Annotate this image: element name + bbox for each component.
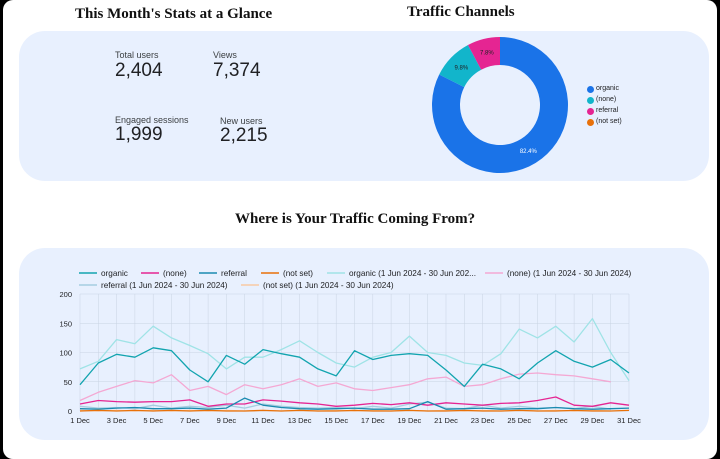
y-tick-label-200: 200 xyxy=(59,290,72,299)
total-users-value: 2,404 xyxy=(115,60,163,81)
y-tick-label-0: 0 xyxy=(68,407,72,416)
series-line-none-1-jun-2024-30-jun-2024 xyxy=(79,372,611,402)
legend-label-organic: organic xyxy=(101,269,128,278)
new-users-label: New users xyxy=(220,116,263,126)
y-tick-label-150: 150 xyxy=(59,319,72,328)
legend-label-not-set-1-jun-2024-30-jun-2024: (not set) (1 Jun 2024 - 30 Jun 2024) xyxy=(263,281,394,290)
x-tick-label-7-dec: 7 Dec xyxy=(180,416,200,425)
x-tick-label-11-dec: 11 Dec xyxy=(251,416,274,425)
x-tick-label-9-dec: 9 Dec xyxy=(217,416,237,425)
x-tick-label-19-dec: 19 Dec xyxy=(398,416,422,425)
x-tick-label-29-dec: 29 Dec xyxy=(581,416,605,425)
donut-label-none: 9.8% xyxy=(454,65,468,71)
stats-title: This Month's Stats at a Glance xyxy=(75,6,273,22)
engaged-sessions-label: Engaged sessions xyxy=(115,115,189,125)
x-tick-label-21-dec: 21 Dec xyxy=(434,416,458,425)
y-tick-label-50: 50 xyxy=(64,378,72,387)
donut-label-referral: 7.8% xyxy=(480,51,494,57)
legend-label-not-set: (not set) xyxy=(283,269,313,278)
legend-label-none: (none) xyxy=(163,269,187,278)
donut-label-organic: 82.4% xyxy=(520,149,538,155)
legend-label-none-1-jun-2024-30-jun-2024: (none) (1 Jun 2024 - 30 Jun 2024) xyxy=(507,269,632,278)
x-tick-label-15-dec: 15 Dec xyxy=(324,416,348,425)
dashboard-page: This Month's Stats at a Glance Traffic C… xyxy=(3,0,717,459)
x-tick-label-3-dec: 3 Dec xyxy=(107,416,127,425)
traffic-line-chart: organic (none) referral (not set) organic (1… xyxy=(59,269,641,425)
legend-label-organic-1-jun-2024-30-jun-202: organic (1 Jun 2024 - 30 Jun 202... xyxy=(349,269,476,278)
traffic-source-title: Where is Your Traffic Coming From? xyxy=(235,211,476,227)
legend-dot-referral xyxy=(587,108,594,115)
x-tick-label-1-dec: 1 Dec xyxy=(70,416,90,425)
series-line-not-set xyxy=(79,409,630,412)
traffic-channels-donut: 82.4% 9.8% 7.8% xyxy=(432,37,568,173)
legend-label-referral-1-jun-2024-30-jun-2024: referral (1 Jun 2024 - 30 Jun 2024) xyxy=(101,281,228,290)
series-line-organic xyxy=(79,347,630,388)
x-tick-label-17-dec: 17 Dec xyxy=(361,416,385,425)
legend-label-referral: referral xyxy=(221,269,247,278)
views-value: 7,374 xyxy=(213,60,261,81)
total-users-label: Total users xyxy=(115,50,159,60)
legend-dot-not-set xyxy=(587,119,594,126)
donut-slice-none xyxy=(439,45,482,88)
x-tick-label-27-dec: 27 Dec xyxy=(544,416,568,425)
y-tick-label-100: 100 xyxy=(59,349,72,358)
legend-dot-none xyxy=(587,97,594,104)
engaged-sessions-value: 1,999 xyxy=(115,124,163,145)
new-users-value: 2,215 xyxy=(220,125,268,146)
x-tick-label-31-dec: 31 Dec xyxy=(617,416,641,425)
views-label: Views xyxy=(213,50,237,60)
legend-label-not-set: (not set) xyxy=(596,118,622,125)
x-tick-label-25-dec: 25 Dec xyxy=(507,416,531,425)
donut-slice-organic xyxy=(432,37,568,173)
stats-card: Total users 2,404 Views 7,374 Engaged se… xyxy=(19,31,709,181)
traffic-channels-title: Traffic Channels xyxy=(407,4,515,20)
series-line-none xyxy=(79,396,630,407)
donut-slice-referral xyxy=(467,37,500,70)
x-tick-label-13-dec: 13 Dec xyxy=(288,416,312,425)
traffic-card: organic (none) referral (not set) organic (1… xyxy=(19,248,709,440)
legend-label-organic: organic xyxy=(596,85,619,92)
series-line-referral xyxy=(79,397,630,410)
x-tick-label-23-dec: 23 Dec xyxy=(471,416,495,425)
series-line-organic-1-jun-2024-30-jun-202 xyxy=(79,317,630,381)
legend-label-referral: referral xyxy=(596,107,619,114)
legend-label-none: (none) xyxy=(596,96,617,103)
legend-dot-organic xyxy=(587,86,594,93)
x-tick-label-5-dec: 5 Dec xyxy=(143,416,163,425)
